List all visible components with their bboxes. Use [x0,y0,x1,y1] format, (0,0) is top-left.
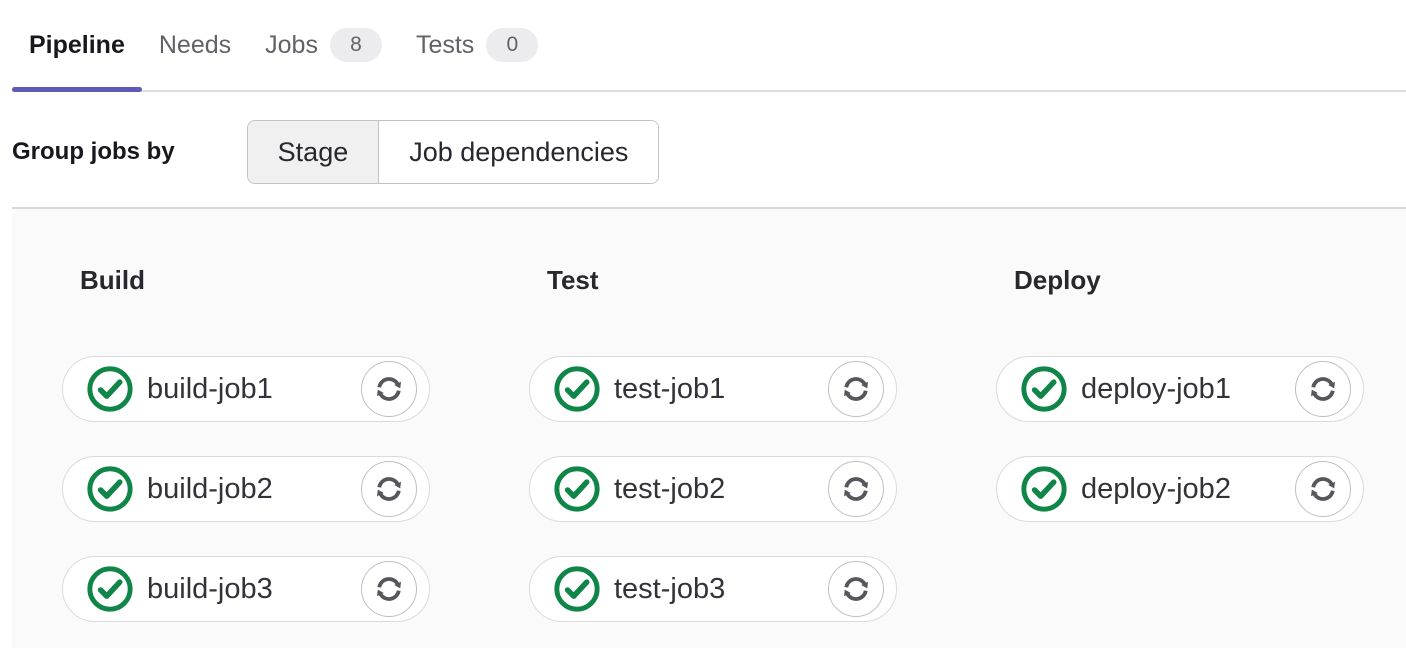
pipeline-detail-tabs: Pipeline Needs Jobs 8 Tests 0 [12,0,1406,92]
jobs-count-badge: 8 [329,28,382,62]
tab-jobs[interactable]: Jobs 8 [248,0,399,90]
stage-column-deploy: Deploy deploy-job1 deploy-job2 [996,265,1364,648]
retry-job-button[interactable] [828,461,884,517]
retry-job-button[interactable] [828,561,884,617]
job-pill-build-job1[interactable]: build-job1 [62,356,430,422]
tab-jobs-label: Jobs [265,30,318,59]
job-pill-deploy-job1[interactable]: deploy-job1 [996,356,1364,422]
job-pill-deploy-job2[interactable]: deploy-job2 [996,456,1364,522]
retry-icon [372,372,406,406]
status-success-check-icon [551,463,603,515]
status-success-check-icon [84,463,136,515]
pipeline-graph-section: Build build-job1 build-job2 build-job3 Test t… [12,207,1406,648]
tab-pipeline-label: Pipeline [29,30,125,59]
group-jobs-by-row: Group jobs by Stage Job dependencies [12,120,1406,184]
job-name: build-job2 [147,472,273,505]
retry-icon [372,572,406,606]
job-name: build-job3 [147,572,273,605]
stage-job-list: test-job1 test-job2 test-job3 [529,356,897,622]
group-by-job-dependencies-button[interactable]: Job dependencies [378,121,659,183]
status-success-check-icon [84,563,136,615]
retry-job-button[interactable] [1295,361,1351,417]
status-success-check-icon [1018,363,1070,415]
retry-job-button[interactable] [361,461,417,517]
stage-title: Build [80,265,145,295]
retry-icon [839,572,873,606]
job-name: deploy-job2 [1081,472,1231,505]
retry-job-button[interactable] [828,361,884,417]
tab-pipeline[interactable]: Pipeline [12,0,142,92]
retry-icon [839,372,873,406]
retry-icon [1306,372,1340,406]
stage-job-list: deploy-job1 deploy-job2 [996,356,1364,522]
stage-title: Test [547,265,599,295]
retry-icon [839,472,873,506]
status-success-check-icon [551,563,603,615]
tests-count-badge: 0 [486,28,539,62]
job-name: deploy-job1 [1081,372,1231,405]
stage-job-list: build-job1 build-job2 build-job3 [62,356,430,622]
status-success-check-icon [84,363,136,415]
job-pill-test-job1[interactable]: test-job1 [529,356,897,422]
retry-job-button[interactable] [361,361,417,417]
status-success-check-icon [1018,463,1070,515]
group-jobs-by-label: Group jobs by [12,138,175,165]
status-success-check-icon [551,363,603,415]
retry-job-button[interactable] [361,561,417,617]
job-name: build-job1 [147,372,273,405]
group-by-segmented-control: Stage Job dependencies [246,120,660,184]
job-name: test-job1 [614,372,726,405]
retry-icon [372,472,406,506]
job-pill-build-job2[interactable]: build-job2 [62,456,430,522]
group-by-stage-button[interactable]: Stage [247,121,379,183]
job-name: test-job3 [614,572,726,605]
job-name: test-job2 [614,472,726,505]
job-pill-build-job3[interactable]: build-job3 [62,556,430,622]
tab-tests[interactable]: Tests 0 [399,0,555,90]
retry-icon [1306,472,1340,506]
tab-tests-label: Tests [415,30,475,59]
tab-needs[interactable]: Needs [142,0,248,90]
pipeline-stages: Build build-job1 build-job2 build-job3 Test t… [62,265,1364,648]
job-pill-test-job3[interactable]: test-job3 [529,556,897,622]
tab-needs-label: Needs [158,30,232,59]
retry-job-button[interactable] [1295,461,1351,517]
stage-column-test: Test test-job1 test-job2 test-job3 [529,265,897,648]
stage-column-build: Build build-job1 build-job2 build-job3 [62,265,430,648]
stage-title: Deploy [1014,265,1101,295]
job-pill-test-job2[interactable]: test-job2 [529,456,897,522]
